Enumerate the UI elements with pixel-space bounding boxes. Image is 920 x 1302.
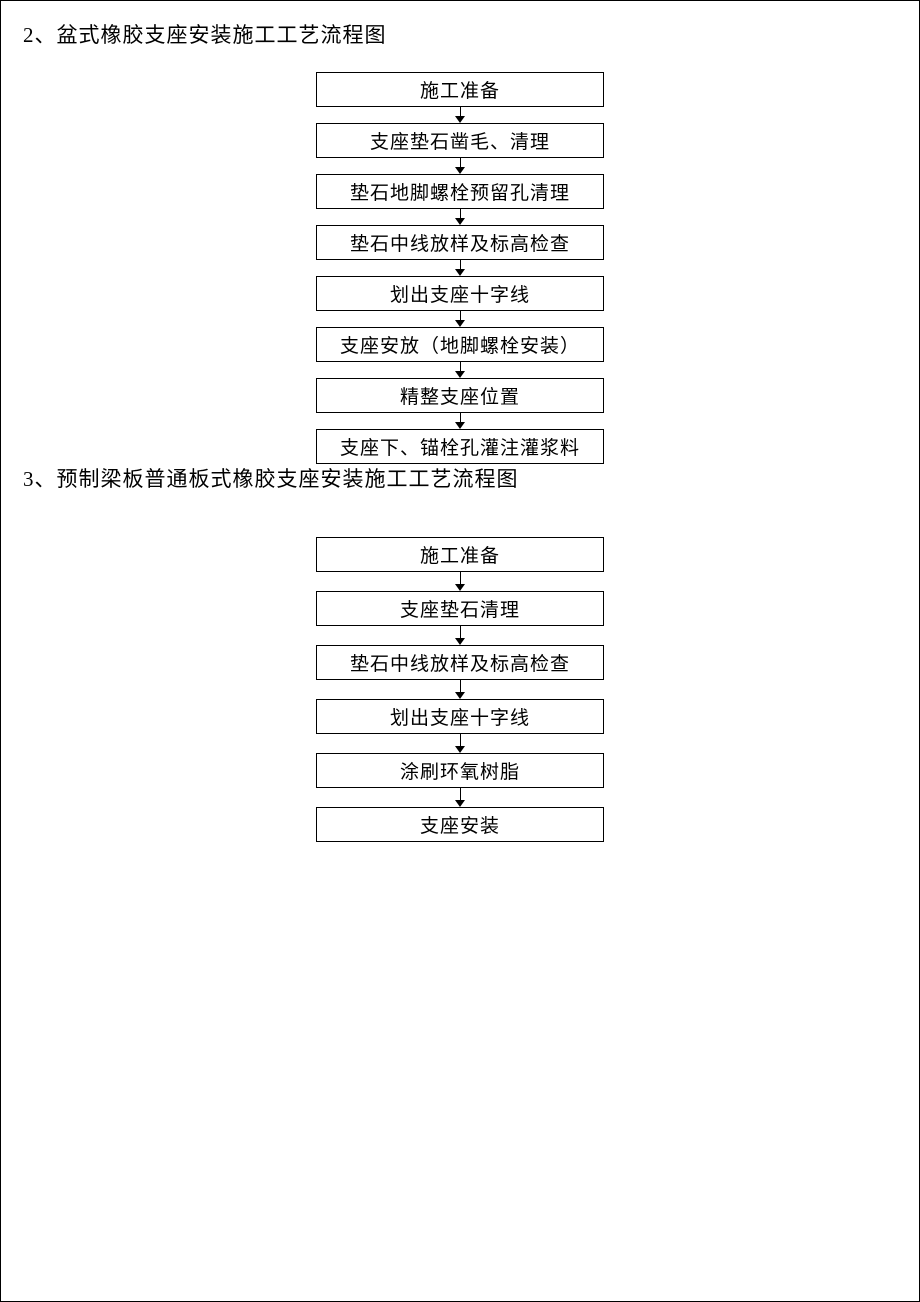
flow-node: 支座垫石凿毛、清理 <box>316 123 604 158</box>
arrow-stem <box>460 788 461 800</box>
arrow-stem <box>460 260 461 269</box>
arrow-head-icon <box>455 371 465 378</box>
arrow-head-icon <box>455 584 465 591</box>
flow-node: 支座安装 <box>316 807 604 842</box>
arrow-stem <box>460 734 461 746</box>
flow-node: 划出支座十字线 <box>316 699 604 734</box>
flow-arrow <box>455 788 465 807</box>
arrow-stem <box>460 362 461 371</box>
arrow-stem <box>460 209 461 218</box>
arrow-head-icon <box>455 692 465 699</box>
flow-node: 支座安放（地脚螺栓安装） <box>316 327 604 362</box>
flow-node: 施工准备 <box>316 72 604 107</box>
arrow-head-icon <box>455 116 465 123</box>
flow-node: 垫石中线放样及标高检查 <box>316 645 604 680</box>
arrow-head-icon <box>455 800 465 807</box>
arrow-head-icon <box>455 269 465 276</box>
flow-arrow <box>455 209 465 225</box>
flow-node: 精整支座位置 <box>316 378 604 413</box>
flow-node: 施工准备 <box>316 537 604 572</box>
flow-node: 支座下、锚栓孔灌注灌浆料 <box>316 429 604 464</box>
flow-arrow <box>455 680 465 699</box>
flow-arrow <box>455 260 465 276</box>
arrow-stem <box>460 413 461 422</box>
flowchart-3-title: 3、预制梁板普通板式橡胶支座安装施工工艺流程图 <box>1 465 919 494</box>
arrow-head-icon <box>455 218 465 225</box>
flowchart-2: 施工准备支座垫石凿毛、清理垫石地脚螺栓预留孔清理垫石中线放样及标高检查划出支座十… <box>1 72 919 464</box>
document-page: 2、盆式橡胶支座安装施工工艺流程图 施工准备支座垫石凿毛、清理垫石地脚螺栓预留孔… <box>0 0 920 1302</box>
flow-arrow <box>455 158 465 174</box>
flow-arrow <box>455 311 465 327</box>
flow-node: 垫石中线放样及标高检查 <box>316 225 604 260</box>
arrow-head-icon <box>455 638 465 645</box>
arrow-stem <box>460 158 461 167</box>
flow-node: 涂刷环氧树脂 <box>316 753 604 788</box>
flow-arrow <box>455 572 465 591</box>
flow-node: 支座垫石清理 <box>316 591 604 626</box>
arrow-stem <box>460 311 461 320</box>
arrow-head-icon <box>455 422 465 429</box>
flow-arrow <box>455 626 465 645</box>
flow-arrow <box>455 362 465 378</box>
flow-arrow <box>455 107 465 123</box>
arrow-stem <box>460 626 461 638</box>
arrow-head-icon <box>455 167 465 174</box>
flowchart-2-title: 2、盆式橡胶支座安装施工工艺流程图 <box>1 21 919 50</box>
arrow-stem <box>460 572 461 584</box>
flow-arrow <box>455 734 465 753</box>
flowchart-3: 施工准备支座垫石清理垫石中线放样及标高检查划出支座十字线涂刷环氧树脂支座安装 <box>1 537 919 842</box>
flow-node: 垫石地脚螺栓预留孔清理 <box>316 174 604 209</box>
arrow-stem <box>460 680 461 692</box>
arrow-head-icon <box>455 320 465 327</box>
flow-node: 划出支座十字线 <box>316 276 604 311</box>
flow-arrow <box>455 413 465 429</box>
arrow-stem <box>460 107 461 116</box>
arrow-head-icon <box>455 746 465 753</box>
